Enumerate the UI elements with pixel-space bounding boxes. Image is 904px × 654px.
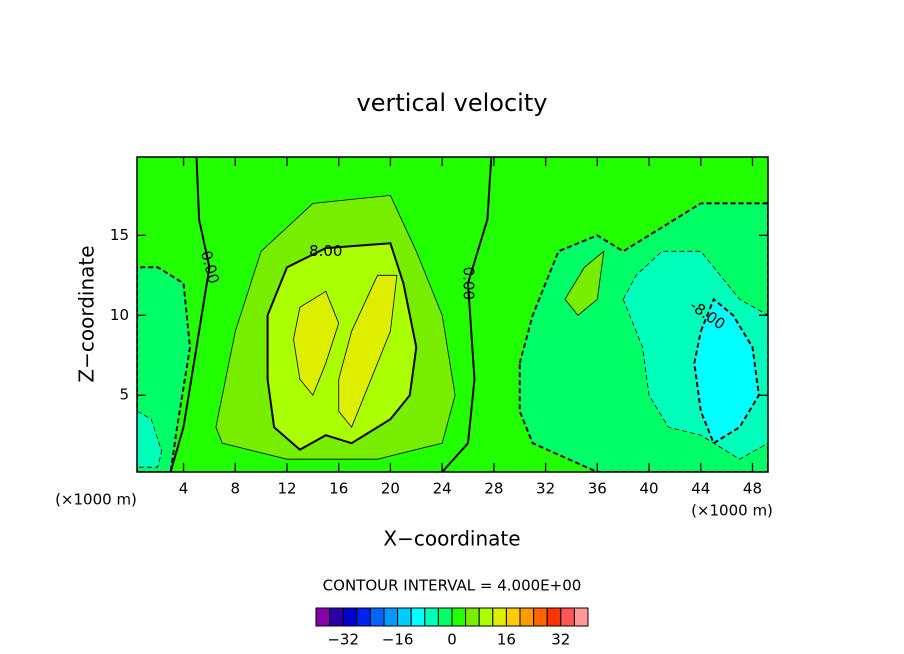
y-axis-label: Z−coordinate bbox=[75, 245, 99, 382]
y-tick-label: 10 bbox=[110, 306, 129, 324]
colorbar-box bbox=[492, 607, 507, 627]
y-unit: (×1000 m) bbox=[55, 491, 137, 509]
colorbar-box bbox=[533, 607, 548, 627]
colorbar-box bbox=[478, 607, 494, 627]
colorbar-box bbox=[505, 607, 521, 627]
contour-line bbox=[441, 157, 493, 472]
colorbar-label: −32 bbox=[327, 631, 359, 649]
colorbar-box bbox=[437, 607, 453, 627]
colorbar-label: −16 bbox=[382, 631, 414, 649]
colorbar-box bbox=[546, 607, 562, 627]
colorbar-box bbox=[329, 607, 344, 627]
colorbar-box bbox=[424, 607, 439, 627]
chart-title: vertical velocity bbox=[357, 89, 548, 117]
colorbar-label: 0 bbox=[447, 631, 457, 649]
plot-area bbox=[137, 157, 768, 472]
x-tick-label: 36 bbox=[588, 480, 607, 498]
colorbar-box bbox=[356, 607, 371, 627]
contour-interval: CONTOUR INTERVAL = 4.000E+00 bbox=[323, 577, 582, 595]
plot-frame bbox=[136, 156, 769, 473]
colorbar-label: 32 bbox=[551, 631, 570, 649]
colorbar-box bbox=[573, 607, 589, 627]
y-tick-label: 15 bbox=[110, 226, 129, 244]
contour-line bbox=[169, 157, 211, 472]
contour-region bbox=[137, 410, 163, 468]
x-tick-label: 48 bbox=[743, 480, 762, 498]
colorbar-box bbox=[342, 607, 358, 627]
contour-region bbox=[338, 274, 398, 428]
colorbar-box bbox=[410, 607, 426, 627]
x-tick-label: 40 bbox=[639, 480, 658, 498]
x-tick-label: 12 bbox=[277, 480, 296, 498]
overlay: 0.00 8.000.00-8.004 8 12 16 20 24 28 32 36 40 44 485… bbox=[110, 156, 769, 649]
contour-region bbox=[293, 290, 340, 396]
colorbar-box bbox=[397, 607, 412, 627]
colorbar-box bbox=[519, 607, 535, 627]
x-tick-label: 32 bbox=[536, 480, 555, 498]
colorbar-box bbox=[451, 607, 467, 627]
x-tick-label: 44 bbox=[691, 480, 710, 498]
colorbar-box bbox=[369, 607, 385, 627]
contour-label: 0.00 bbox=[460, 267, 478, 300]
x-tick-label: 4 bbox=[179, 480, 189, 498]
x-tick-label: 8 bbox=[230, 480, 240, 498]
colorbar-box bbox=[560, 607, 575, 627]
colorbar-label: 16 bbox=[497, 631, 516, 649]
x-tick-label: 16 bbox=[329, 480, 348, 498]
x-tick-label: 28 bbox=[484, 480, 503, 498]
x-tick-label: 24 bbox=[433, 480, 452, 498]
contour-label: 8.00 bbox=[309, 242, 342, 260]
x-tick-label: 20 bbox=[381, 480, 400, 498]
contour-region bbox=[693, 297, 760, 445]
colorbar-box bbox=[315, 607, 331, 627]
y-tick-label: 5 bbox=[119, 386, 129, 404]
colorbar-box bbox=[465, 607, 480, 627]
x-axis-label: X−coordinate bbox=[383, 527, 520, 551]
x-unit: (×1000 m) bbox=[691, 502, 773, 520]
contour-region bbox=[564, 250, 605, 316]
colorbar-box bbox=[383, 607, 399, 627]
